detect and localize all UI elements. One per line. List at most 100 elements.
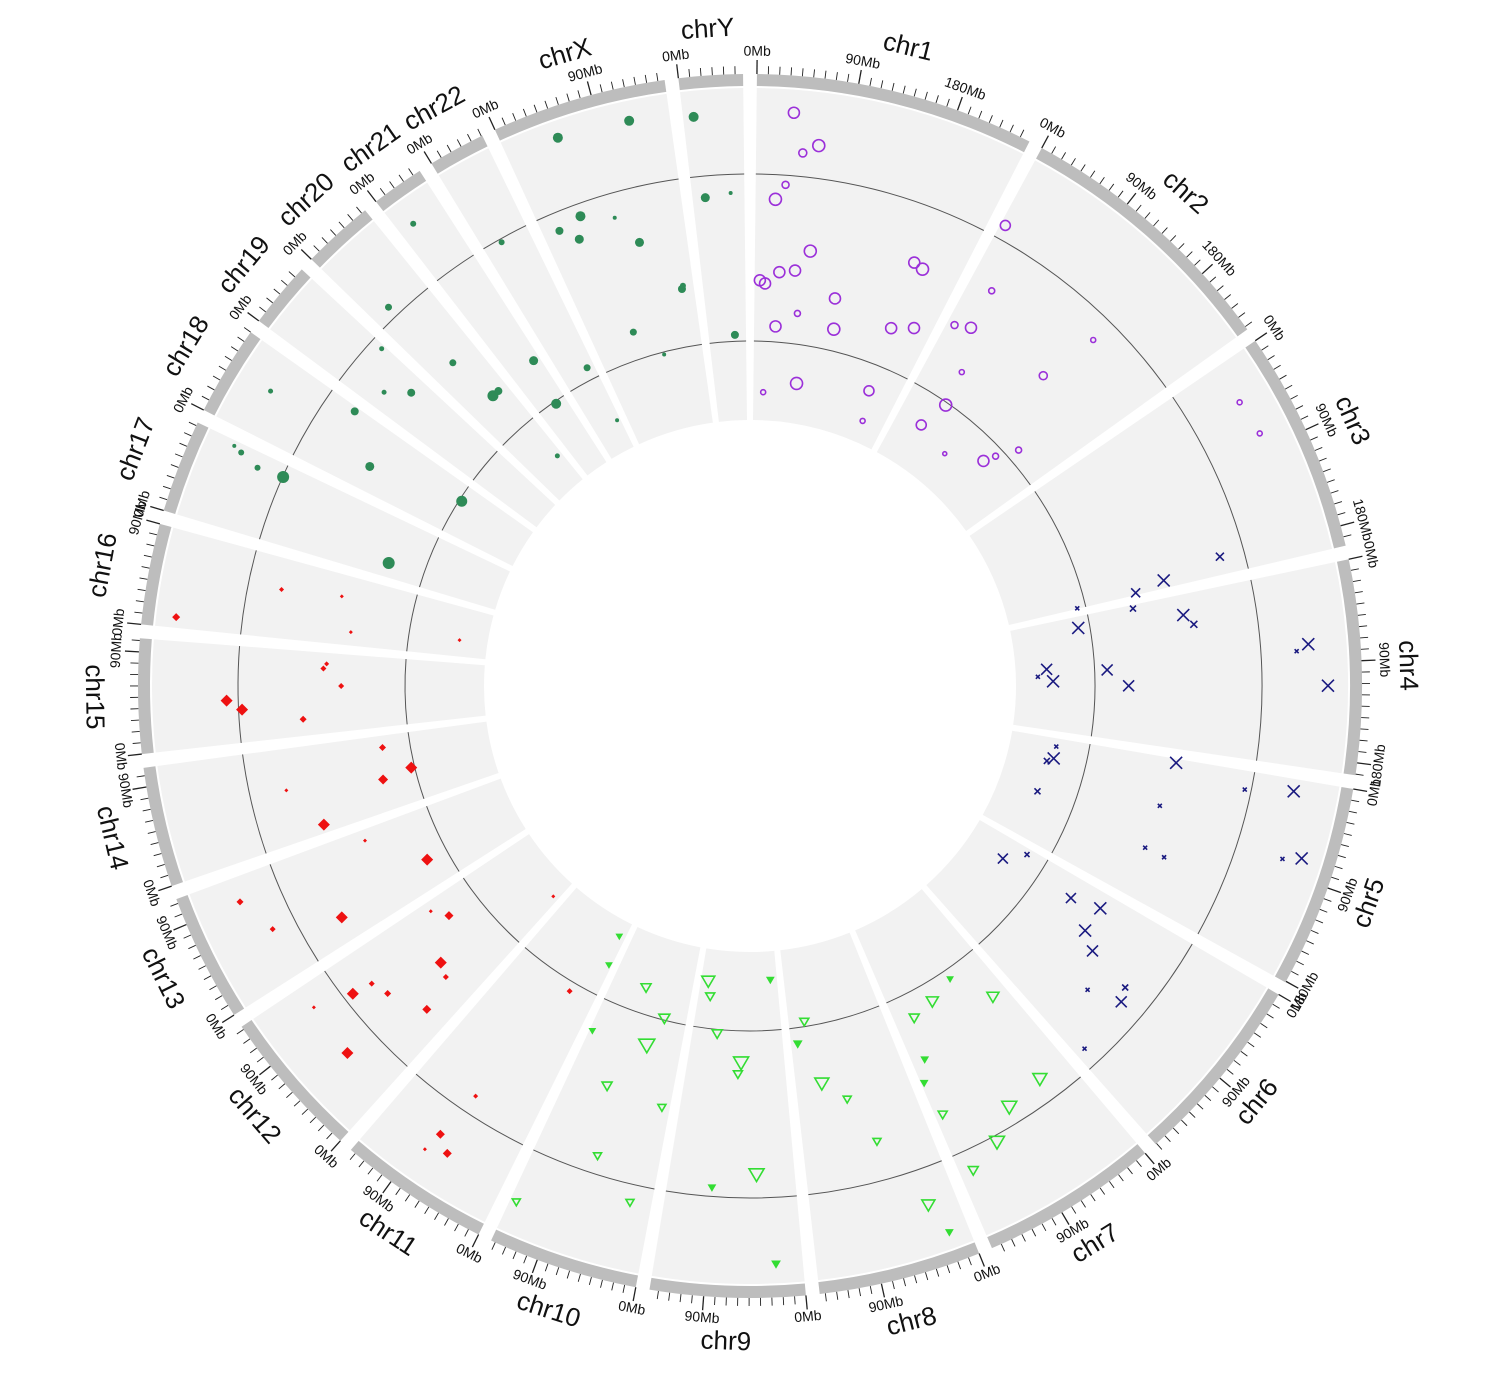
data-point-circle-open-8 [788,264,802,277]
minor-tick-chr12 [243,1038,251,1044]
data-point-triangle-open-2 [946,976,954,983]
major-tick-chr3 [1305,423,1319,431]
major-tick-chr5 [1327,887,1342,894]
minor-tick-chr2 [1070,158,1076,166]
data-point-circle-filled-37 [730,330,739,339]
minor-tick-chr12 [317,1124,325,1132]
minor-tick-chr3 [1279,374,1287,380]
major-tick-chr9 [805,1295,808,1310]
data-point-cross-3 [1074,605,1080,611]
data-point-diamond-3 [435,1129,445,1139]
data-point-circle-open-31 [1089,336,1097,344]
minor-tick-chr20 [356,206,362,214]
minor-tick-chr10 [600,1279,603,1288]
ring-line-2-chr3 [1172,396,1249,569]
ring-line-2-chr15 [237,646,242,744]
ideogram-chr15 [138,638,154,755]
data-point-triangle-open-35 [588,1027,597,1035]
minor-tick-chr22 [456,139,462,147]
data-point-triangle-open-27 [656,1103,668,1113]
data-point-diamond-35 [339,594,344,599]
data-point-triangle-open-23 [707,1184,717,1192]
minor-tick-chr22 [467,133,472,142]
minor-tick-chr17 [188,421,197,426]
data-point-diamond-33 [348,630,353,635]
minor-tick-chr10 [512,1251,517,1260]
data-point-cross-11 [1101,663,1114,676]
track-bg-chr19 [270,278,556,528]
ring-line-2-chr7 [952,1076,1081,1157]
ideogram-chr18 [203,332,261,416]
minor-tick-chrX [522,108,527,117]
data-point-triangle-open-12 [920,1199,937,1213]
tick-label-chr18-0: 0Mb [170,384,197,416]
minor-tick-chr17 [166,474,175,479]
minor-tick-chr22 [436,150,442,158]
data-point-cross-2 [1130,587,1141,598]
minor-tick-chr7 [1127,1167,1133,1175]
minor-tick-chr1 [999,119,1004,128]
minor-tick-chr18 [201,395,210,401]
minor-tick-chr3 [1323,468,1331,473]
minor-tick-chr1 [902,85,906,94]
major-tick-chr22 [423,151,432,164]
minor-tick-chr4 [1355,773,1364,776]
minor-tick-chr3 [1290,394,1298,400]
data-point-cross-37 [1081,1046,1088,1052]
minor-tick-chr1 [1009,124,1014,133]
major-tick-chrX [488,116,496,130]
ring-line-2-chr13 [269,864,319,962]
minor-tick-chr1 [935,95,939,104]
data-point-triangle-open-25 [704,992,717,1003]
minor-tick-chr9 [668,1292,671,1301]
data-point-triangle-open-0 [985,991,1001,1005]
minor-tick-chr2 [1153,219,1160,227]
track-bg-chr22 [438,148,634,459]
data-point-cross-34 [1121,983,1129,992]
track-bg-chr7 [855,889,1137,1236]
minor-tick-chr8 [824,1293,827,1302]
minor-tick-chr7 [1051,1218,1057,1226]
minor-tick-chr20 [347,214,354,221]
track-bg-chr15 [151,639,486,753]
minor-tick-chr15 [131,730,140,733]
minor-tick-chr7 [1118,1174,1124,1182]
minor-tick-chr17 [174,453,183,458]
ring-line-2-chr19 [338,337,376,381]
data-point-diamond-23 [405,761,418,774]
ring-line-1-chrY [709,340,747,344]
data-point-circle-filled-5 [238,449,245,456]
minor-tick-chr18 [243,327,251,333]
ideogram-chr21 [375,170,427,212]
data-point-diamond-16 [335,911,348,924]
minor-tick-chr22 [446,144,452,153]
chromosome-label-chr13: chr13 [136,942,192,1014]
track-bg-chr5 [982,730,1340,976]
data-point-circle-open-14 [759,388,767,396]
track-bg-chr11 [359,887,633,1222]
ring-line-2-chr22 [483,225,527,250]
data-point-triangle-open-3 [1000,1100,1019,1116]
minor-tick-chr13 [188,944,196,950]
ring-line-1-chr18 [441,486,469,531]
minor-tick-chr12 [256,1056,264,1063]
major-tick-chr16 [146,519,161,525]
data-point-diamond-27 [236,703,249,716]
track-bg-chr10 [497,927,701,1274]
minor-tick-chr1 [880,80,884,89]
minor-tick-chr12 [301,1108,309,1115]
minor-tick-chr21 [389,181,395,189]
ring-line-2-chr12 [324,970,408,1067]
minor-tick-chr16 [135,600,144,603]
minor-tick-chr3 [1284,384,1293,390]
minor-tick-chr6 [1164,1135,1171,1143]
ring-line-2-chr4 [1250,579,1263,761]
minor-tick-chr10 [523,1255,528,1264]
major-tick-chr14 [158,885,172,892]
data-point-circle-filled-16 [494,387,503,396]
data-point-circle-open-21 [859,417,866,425]
minor-tick-chr12 [249,1047,257,1054]
major-tick-chr4 [1361,659,1376,662]
minor-tick-chr6 [1233,1060,1241,1066]
ring-line-1-chr17 [419,537,440,588]
